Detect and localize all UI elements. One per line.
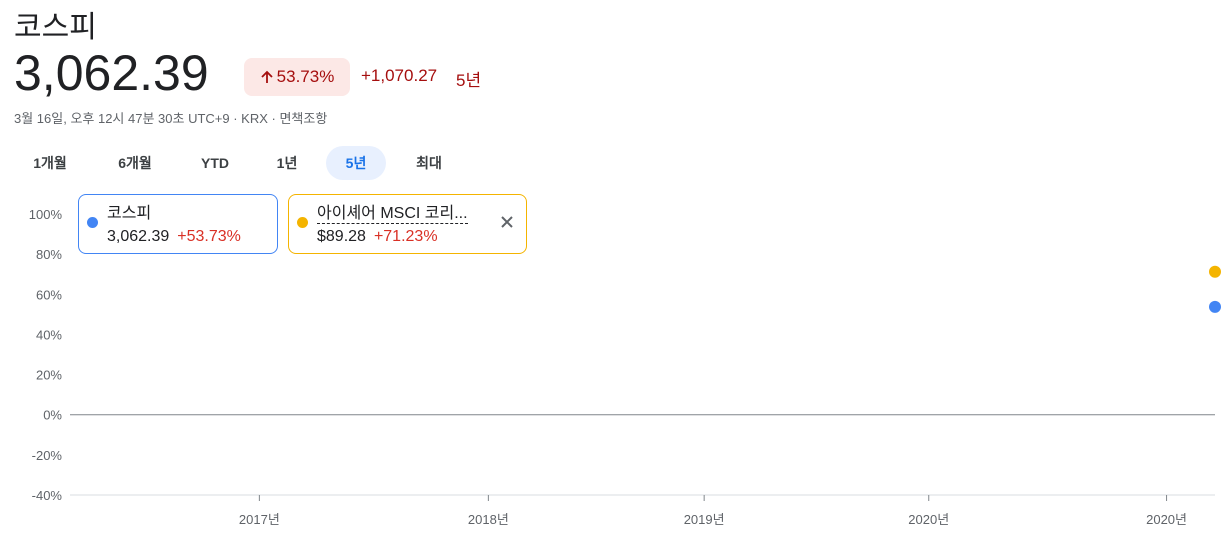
y-tick-label: 0%: [43, 408, 62, 423]
price: 3,062.39: [14, 45, 209, 101]
legend-dot: [297, 217, 308, 228]
remove-button[interactable]: [500, 212, 514, 235]
y-tick-label: -20%: [32, 448, 63, 463]
legend-price: $89.28: [317, 228, 366, 245]
change-absolute: +1,070.27: [361, 66, 438, 85]
legend-name: 아이셰어 MSCI 코리...: [317, 199, 468, 224]
legend-change: +71.23%: [373, 228, 438, 245]
x-tick-label: 2018년: [468, 512, 509, 527]
range-tab[interactable]: 5년: [326, 146, 386, 180]
legend-price: 3,062.39: [107, 228, 170, 245]
change-pill: 53.73%: [244, 58, 350, 96]
range-tab[interactable]: 1년: [276, 155, 298, 171]
up-arrow: [261, 70, 273, 83]
legend-values: $89.28 +71.23%: [317, 228, 438, 246]
legend-name: 코스피: [107, 205, 152, 222]
legend-change: +53.73%: [177, 228, 241, 245]
x-tick-label: 2017년: [239, 512, 280, 527]
change-percent: 53.73%: [276, 67, 335, 86]
y-tick-label: 60%: [36, 287, 62, 302]
period: 5년: [456, 71, 482, 90]
range-tab[interactable]: 6개월: [118, 155, 152, 171]
legend-card[interactable]: 코스피 3,062.39 +53.73%: [78, 194, 278, 254]
y-tick-label: 20%: [36, 368, 62, 383]
range-tab[interactable]: 최대: [416, 155, 442, 171]
close-icon: [501, 216, 513, 228]
y-tick-label: -40%: [32, 488, 63, 503]
x-tick-label: 2019년: [684, 512, 725, 527]
x-tick-label: 2020년: [1146, 512, 1187, 527]
range-tab[interactable]: 1개월: [33, 155, 67, 171]
y-tick-label: 80%: [36, 247, 62, 262]
legend-dot: [87, 217, 98, 228]
range-tab[interactable]: YTD: [201, 155, 229, 171]
y-tick-label: 40%: [36, 327, 62, 342]
legend-card[interactable]: 아이셰어 MSCI 코리... $89.28 +71.23%: [288, 194, 527, 254]
title: 코스피: [14, 11, 97, 44]
end-dot: [1209, 300, 1221, 313]
legend-values: 3,062.39 +53.73%: [107, 228, 241, 246]
x-tick-label: 2020년: [908, 512, 949, 527]
end-dot: [1209, 265, 1221, 278]
y-tick-label: 100%: [29, 207, 63, 222]
timestamp: 3월 16일, 오후 12시 47분 30초 UTC+9 · KRX · 면책조…: [14, 111, 328, 126]
